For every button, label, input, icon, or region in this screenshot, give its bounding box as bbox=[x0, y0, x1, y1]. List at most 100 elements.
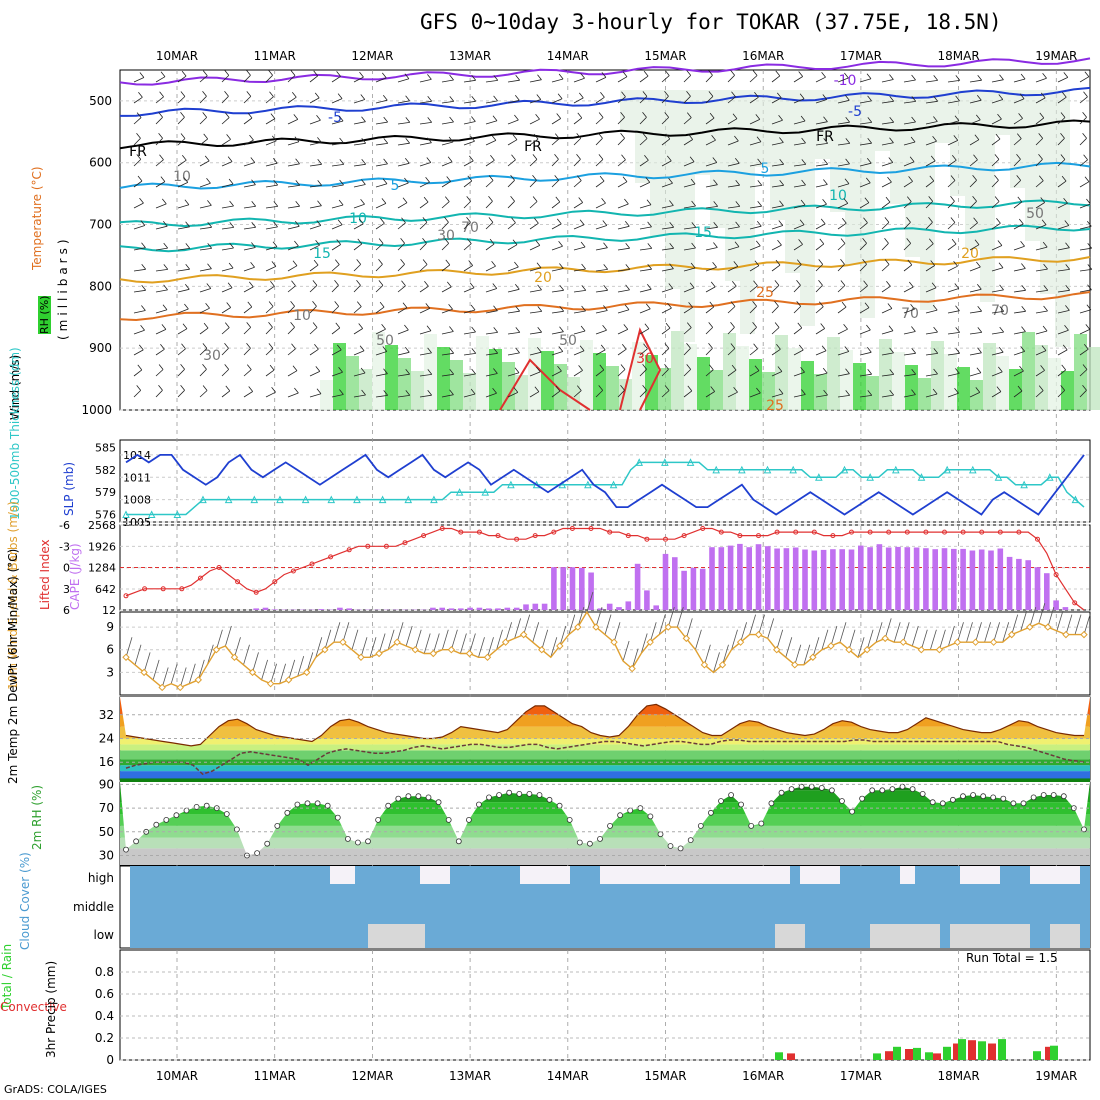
wind-barb bbox=[463, 116, 476, 125]
wind-barb bbox=[771, 259, 781, 272]
wind-barb bbox=[859, 302, 870, 314]
wind-barb bbox=[287, 301, 295, 314]
cape-bar bbox=[1053, 600, 1059, 610]
thickness-point bbox=[301, 495, 310, 504]
wind-barb bbox=[287, 200, 301, 209]
wind-barb bbox=[221, 242, 234, 251]
wind-barb bbox=[1013, 326, 1026, 335]
wind-barb bbox=[1057, 324, 1069, 335]
wind-barb bbox=[727, 364, 737, 377]
wind-barb-10m bbox=[496, 629, 503, 650]
wind-barb bbox=[705, 322, 714, 335]
wind-barb bbox=[595, 197, 606, 209]
wind-barb bbox=[331, 239, 342, 251]
temp-band bbox=[120, 744, 1090, 751]
wind-barb bbox=[837, 280, 846, 293]
cloud-level-label: high bbox=[88, 871, 114, 885]
wind-barb bbox=[287, 260, 298, 272]
rh-point bbox=[435, 799, 442, 806]
wind-barb bbox=[639, 112, 647, 125]
cape-bar bbox=[923, 548, 929, 610]
wind-barb bbox=[969, 284, 982, 293]
panel2-ylabel-left: 1000-500mb Thickness (dm) bbox=[8, 347, 22, 520]
rh-point bbox=[798, 783, 805, 790]
wind-barb bbox=[485, 387, 497, 398]
wind-speed-point bbox=[917, 646, 926, 654]
wind-barb bbox=[507, 95, 520, 104]
wind-barb bbox=[199, 112, 208, 125]
wind-barb bbox=[155, 133, 163, 146]
p3-ytick-right: 1926 bbox=[88, 540, 116, 553]
precip-bar bbox=[775, 1052, 783, 1060]
wind-barb bbox=[617, 176, 628, 188]
wind-barb bbox=[463, 155, 474, 167]
wind-barb bbox=[639, 221, 652, 230]
wind-barb bbox=[177, 243, 191, 251]
wind-barb bbox=[859, 347, 872, 356]
wind-barb bbox=[441, 348, 455, 356]
wind-barb bbox=[1079, 364, 1088, 377]
wind-barb bbox=[529, 346, 542, 356]
wind-barb bbox=[639, 133, 648, 146]
wind-barb bbox=[529, 240, 541, 251]
wind-barb bbox=[287, 280, 296, 293]
wind-barb bbox=[287, 387, 299, 398]
wind-barb bbox=[705, 261, 717, 272]
rh-point bbox=[849, 808, 855, 815]
wind-barb bbox=[155, 364, 164, 377]
wind-barb bbox=[133, 112, 142, 125]
wind-barb bbox=[199, 302, 210, 314]
wind-barb bbox=[881, 74, 894, 83]
wind-barb bbox=[397, 137, 411, 146]
precip-bar bbox=[787, 1053, 795, 1060]
wind-barb bbox=[441, 303, 453, 314]
wind-barb bbox=[925, 116, 938, 125]
wind-barb bbox=[617, 343, 627, 356]
wind-barb bbox=[221, 112, 230, 125]
precip-bar bbox=[998, 1039, 1006, 1060]
wind-barb bbox=[859, 259, 867, 272]
wind-barb bbox=[309, 180, 323, 188]
rh-point bbox=[496, 792, 503, 798]
cape-bar bbox=[681, 570, 687, 610]
wind-barb bbox=[749, 92, 759, 104]
p1-ytick: 1000 bbox=[81, 403, 112, 417]
wind-barb bbox=[771, 366, 783, 377]
li-point bbox=[830, 533, 836, 539]
wind-barb bbox=[331, 115, 344, 125]
wind-barb bbox=[595, 285, 609, 293]
wind-barb bbox=[419, 196, 429, 209]
wind-speed-point bbox=[321, 646, 329, 654]
wind-barb bbox=[815, 367, 828, 377]
p6-ytick: 50 bbox=[99, 825, 114, 839]
rh-shade bbox=[541, 351, 554, 410]
wind-barb bbox=[463, 260, 474, 272]
wind-barb bbox=[309, 366, 321, 377]
rh-shade bbox=[684, 344, 697, 410]
wind-barb bbox=[903, 259, 913, 272]
wind-barb bbox=[617, 242, 631, 251]
wind-barb-10m bbox=[550, 637, 558, 658]
rh-shade bbox=[918, 378, 931, 410]
wind-barb bbox=[507, 217, 516, 230]
li-point bbox=[867, 529, 873, 535]
run-total-label: Run Total = 1.5 bbox=[966, 951, 1058, 965]
day-label-bottom: 14MAR bbox=[547, 1069, 589, 1083]
thickness-point bbox=[609, 480, 618, 489]
cape-bar bbox=[541, 603, 548, 610]
rh-point bbox=[516, 791, 523, 797]
contour-label: 50 bbox=[376, 333, 394, 349]
panel-frame-2 bbox=[119, 439, 1091, 523]
wind-barb bbox=[903, 238, 912, 251]
wind-barb bbox=[243, 91, 252, 104]
wind-barb bbox=[837, 95, 850, 104]
wind-barb bbox=[1013, 241, 1025, 251]
wind-barb bbox=[991, 240, 1003, 251]
day-label-bottom: 16MAR bbox=[742, 1069, 784, 1083]
day-label-bottom: 13MAR bbox=[449, 1069, 491, 1083]
wind-barb-10m bbox=[1029, 606, 1037, 628]
rh-point bbox=[455, 838, 462, 845]
wind-barb bbox=[793, 93, 805, 104]
wind-barb bbox=[463, 217, 471, 230]
cape-bar bbox=[830, 549, 836, 610]
